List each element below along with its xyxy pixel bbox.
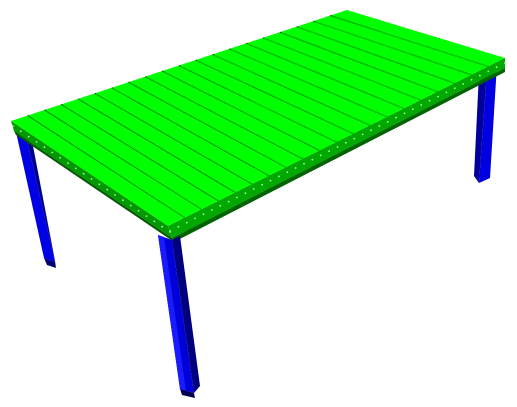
bolt-dot — [470, 78, 473, 81]
slat-highlight — [62, 104, 220, 202]
bolt-dot — [153, 220, 156, 223]
table-top-slats — [27, 15, 490, 219]
apron-front-shade — [172, 68, 505, 242]
leg-front-left-highlight — [158, 235, 186, 391]
slat-highlight — [280, 32, 439, 93]
bolt-dot — [261, 183, 264, 186]
slat-highlight — [297, 26, 456, 84]
slat-highlight — [79, 98, 237, 194]
bolt-dot — [19, 130, 22, 133]
leg-front-left-foot — [180, 389, 195, 398]
apron-left-shade — [14, 131, 174, 242]
bolt-dot — [82, 172, 85, 175]
bolt-dot — [328, 150, 331, 153]
leg-left-back-front-face — [16, 132, 55, 262]
bolt-dot — [378, 125, 381, 127]
leg-back-right — [474, 64, 497, 183]
bolt-dot — [114, 194, 116, 196]
slat-highlight — [146, 76, 305, 160]
bolt-dot — [137, 209, 140, 212]
bolt-dot — [504, 62, 506, 64]
bolt-dot — [269, 179, 272, 182]
bolt-dot — [202, 213, 205, 216]
bolt-dot — [445, 91, 448, 94]
apron-front — [168, 58, 505, 238]
bolt-dot — [437, 95, 439, 98]
bolt-dot — [98, 183, 101, 186]
bolt-dot — [74, 167, 77, 170]
bolt-dot — [145, 215, 148, 218]
bolt-dot — [420, 104, 423, 106]
bolt-dot — [495, 66, 498, 69]
leg-front-left-side-face — [172, 236, 200, 393]
bolt-dot — [194, 217, 197, 220]
leg-back-right-side-face — [474, 70, 487, 183]
bolt-dot — [428, 99, 431, 102]
bolt-dot — [67, 162, 69, 165]
bolt-dot — [386, 120, 389, 123]
slat-highlight — [180, 65, 338, 143]
leg-left-back — [16, 132, 56, 268]
slat-highlight — [163, 71, 322, 152]
bolt-dot — [227, 200, 230, 203]
leg-left-back-foot — [44, 258, 56, 268]
bolt-dot — [236, 196, 238, 199]
bolt-dot — [286, 171, 289, 174]
bolt-dot — [244, 192, 247, 195]
bolt-dot — [35, 141, 38, 143]
slat-highlight — [247, 43, 406, 110]
bolt-dot — [361, 133, 364, 136]
bolt-dot — [478, 74, 481, 77]
bolt-dot — [277, 175, 280, 178]
slat-highlight — [28, 115, 187, 219]
bolt-dot — [210, 209, 213, 211]
apron-bolts — [12, 62, 506, 233]
bolt-dot — [395, 116, 398, 119]
bolt-dot — [403, 112, 406, 115]
slat-highlight — [331, 15, 490, 68]
slat-highlight — [230, 48, 389, 118]
bolt-dot — [177, 225, 180, 228]
bolt-dot — [43, 146, 46, 149]
bolt-dot — [106, 188, 109, 191]
bolt-dot — [51, 151, 54, 154]
bolt-dot — [370, 129, 372, 132]
table-top-surface — [11, 10, 505, 226]
bolt-dot — [411, 108, 414, 111]
bolt-dot — [90, 178, 93, 180]
slat-highlight — [129, 82, 288, 168]
bolt-dot — [169, 231, 171, 233]
leg-left-back-side-face — [27, 140, 56, 266]
bolt-dot — [219, 204, 222, 207]
bolt-dot — [12, 125, 14, 127]
bolt-dot — [303, 162, 305, 165]
bolt-dot — [161, 225, 164, 228]
bolt-dot — [353, 137, 356, 140]
bolt-dot — [129, 204, 132, 207]
bolt-dot — [59, 156, 61, 159]
bolt-dot — [294, 167, 297, 169]
bolt-dot — [122, 199, 124, 202]
bolt-dot — [487, 70, 490, 73]
slat-highlight — [112, 87, 271, 177]
slat-highlight — [213, 54, 372, 126]
bolt-dot — [344, 141, 347, 144]
slat-highlight — [314, 21, 473, 76]
bolt-dot — [27, 135, 30, 138]
slat-highlight — [264, 37, 423, 101]
bolt-dot — [319, 154, 322, 157]
slat-highlight — [196, 59, 355, 135]
bolt-dot — [185, 221, 188, 224]
bolt-dot — [311, 158, 314, 161]
slat-highlight — [96, 93, 254, 185]
bolt-dot — [453, 87, 456, 90]
bolt-dot — [252, 188, 255, 190]
leg-front-left — [158, 235, 200, 398]
bolt-dot — [336, 146, 339, 148]
bolt-dot — [462, 83, 465, 85]
slat-highlight — [45, 109, 204, 210]
leg-back-right-front-face — [479, 64, 497, 183]
